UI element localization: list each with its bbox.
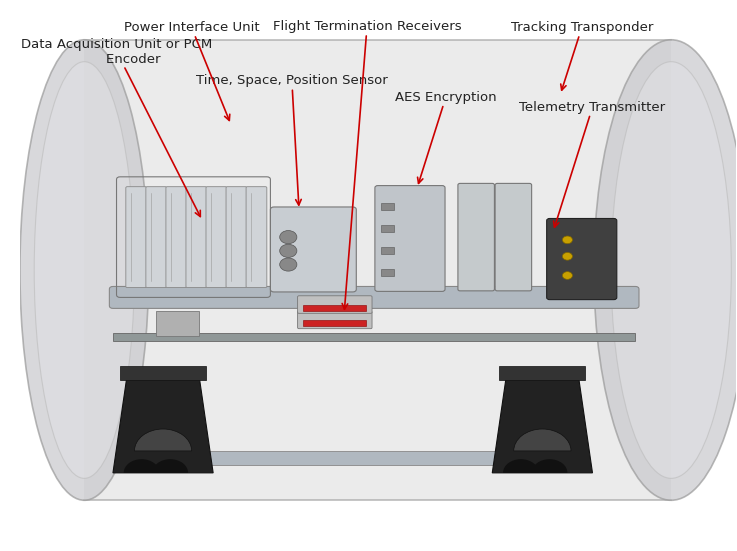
Bar (381, 225, 394, 231)
FancyBboxPatch shape (126, 187, 147, 288)
Ellipse shape (20, 40, 149, 500)
FancyBboxPatch shape (458, 183, 495, 291)
Text: Power Interface Unit: Power Interface Unit (124, 21, 259, 121)
Bar (381, 269, 394, 276)
Text: Data Acquisition Unit or PCM
        Encoder: Data Acquisition Unit or PCM Encoder (21, 37, 212, 217)
FancyBboxPatch shape (166, 187, 186, 288)
Text: Telemetry Transmitter: Telemetry Transmitter (520, 101, 666, 227)
Wedge shape (124, 459, 159, 473)
FancyBboxPatch shape (246, 187, 267, 288)
Bar (381, 203, 394, 210)
FancyBboxPatch shape (146, 187, 167, 288)
Wedge shape (153, 459, 188, 473)
Ellipse shape (594, 40, 737, 500)
Text: Time, Space, Position Sensor: Time, Space, Position Sensor (196, 74, 388, 205)
FancyBboxPatch shape (298, 311, 372, 329)
Polygon shape (113, 374, 213, 473)
FancyBboxPatch shape (226, 187, 247, 288)
FancyBboxPatch shape (495, 183, 531, 291)
Bar (303, 305, 366, 311)
Polygon shape (492, 374, 593, 473)
Circle shape (280, 258, 297, 271)
Ellipse shape (34, 62, 134, 478)
Circle shape (562, 272, 573, 279)
Text: AES Encryption: AES Encryption (395, 91, 497, 183)
Circle shape (562, 252, 573, 260)
Bar (156, 311, 199, 336)
Bar (142, 451, 564, 464)
FancyBboxPatch shape (109, 287, 639, 309)
Bar (303, 320, 366, 327)
Wedge shape (531, 459, 567, 473)
Text: Tracking Transponder: Tracking Transponder (511, 21, 653, 90)
Bar (381, 247, 394, 253)
FancyBboxPatch shape (186, 187, 206, 288)
Bar (113, 333, 635, 341)
FancyBboxPatch shape (375, 186, 445, 291)
Circle shape (280, 230, 297, 244)
Wedge shape (134, 429, 192, 451)
Ellipse shape (611, 62, 731, 478)
FancyBboxPatch shape (206, 187, 227, 288)
Bar (500, 366, 585, 380)
Polygon shape (84, 40, 671, 500)
Circle shape (562, 236, 573, 244)
Text: Flight Termination Receivers: Flight Termination Receivers (273, 20, 461, 309)
FancyBboxPatch shape (270, 207, 356, 292)
Wedge shape (514, 429, 571, 451)
Bar (120, 366, 206, 380)
FancyBboxPatch shape (547, 219, 617, 300)
FancyBboxPatch shape (298, 296, 372, 314)
Circle shape (280, 244, 297, 257)
Wedge shape (503, 459, 539, 473)
